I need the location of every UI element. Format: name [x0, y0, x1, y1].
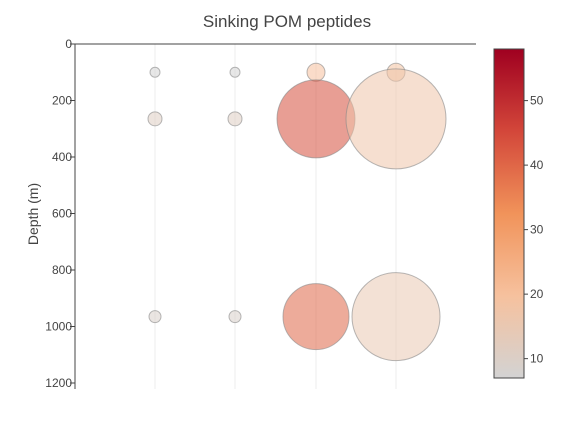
- y-tick-label: 800: [52, 263, 72, 277]
- y-tick-label: 400: [52, 150, 72, 164]
- colorbar-ticks: 10 20 30 40 50: [524, 94, 544, 366]
- bubble-point: [229, 66, 241, 78]
- bubble-point: [306, 62, 326, 82]
- bubble-point: [276, 79, 356, 159]
- bubble-point: [148, 310, 162, 324]
- bubble-point: [351, 272, 441, 362]
- y-tick-label: 1000: [45, 320, 72, 334]
- colorbar-tick-label: 40: [530, 158, 544, 172]
- bubble-point: [147, 111, 163, 127]
- colorbar-tick-label: 20: [530, 287, 544, 301]
- bubble-point: [345, 68, 447, 170]
- y-tick-label: 200: [52, 94, 72, 108]
- bubble-point: [149, 66, 161, 78]
- colorbar: 10 20 30 40 50: [493, 48, 544, 379]
- y-axis-title: Depth (m): [25, 183, 41, 245]
- chart-title: Sinking POM peptides: [203, 12, 371, 31]
- bubble-point: [228, 310, 242, 324]
- colorbar-scale: [493, 48, 525, 379]
- colorbar-tick-label: 50: [530, 94, 544, 108]
- y-tick-label: 1200: [45, 376, 72, 390]
- y-axis-ticks: 0 200 400 600 800 1000 1200: [45, 37, 75, 390]
- bubble-point: [227, 111, 243, 127]
- y-tick-label: 0: [65, 37, 72, 51]
- y-tick-label: 600: [52, 207, 72, 221]
- bubbles: [147, 62, 447, 362]
- bubble-point: [282, 283, 350, 351]
- colorbar-tick-label: 10: [530, 352, 544, 366]
- colorbar-tick-label: 30: [530, 223, 544, 237]
